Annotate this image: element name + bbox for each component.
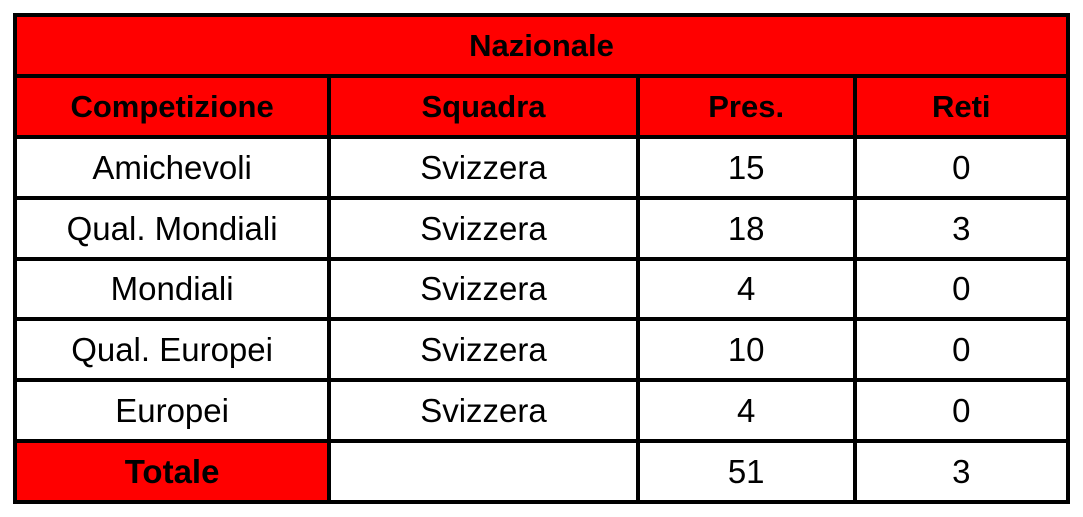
cell-reti: 3 — [856, 199, 1066, 257]
total-pres: 51 — [639, 443, 853, 500]
table-row: Europei Svizzera 4 0 — [17, 382, 1066, 440]
cell-squadra: Svizzera — [331, 321, 636, 379]
column-header-squadra: Squadra — [331, 77, 636, 135]
table-row: Qual. Mondiali Svizzera 18 3 — [17, 199, 1066, 257]
table-title-row: Nazionale — [17, 17, 1066, 74]
column-header-reti: Reti — [856, 77, 1066, 135]
total-reti: 3 — [856, 443, 1066, 500]
cell-squadra: Svizzera — [331, 260, 636, 318]
cell-competizione: Qual. Europei — [17, 321, 328, 379]
cell-reti: 0 — [856, 382, 1066, 440]
national-team-stats-table: Nazionale Competizione Squadra Pres. Ret… — [13, 13, 1070, 504]
cell-pres: 4 — [639, 260, 853, 318]
cell-squadra: Svizzera — [331, 138, 636, 196]
table-title: Nazionale — [17, 17, 1066, 74]
cell-competizione: Qual. Mondiali — [17, 199, 328, 257]
column-header-competizione: Competizione — [17, 77, 328, 135]
cell-pres: 10 — [639, 321, 853, 379]
total-row: Totale 51 3 — [17, 443, 1066, 500]
cell-squadra: Svizzera — [331, 199, 636, 257]
cell-competizione: Europei — [17, 382, 328, 440]
total-squadra — [331, 443, 636, 500]
table-header-row: Competizione Squadra Pres. Reti — [17, 77, 1066, 135]
table-row: Amichevoli Svizzera 15 0 — [17, 138, 1066, 196]
cell-reti: 0 — [856, 321, 1066, 379]
cell-competizione: Mondiali — [17, 260, 328, 318]
cell-pres: 4 — [639, 382, 853, 440]
total-label: Totale — [17, 443, 328, 500]
table-row: Qual. Europei Svizzera 10 0 — [17, 321, 1066, 379]
cell-squadra: Svizzera — [331, 382, 636, 440]
table-row: Mondiali Svizzera 4 0 — [17, 260, 1066, 318]
cell-pres: 15 — [639, 138, 853, 196]
column-header-pres: Pres. — [639, 77, 853, 135]
cell-reti: 0 — [856, 260, 1066, 318]
cell-pres: 18 — [639, 199, 853, 257]
stats-table-container: Nazionale Competizione Squadra Pres. Ret… — [13, 13, 1070, 504]
cell-reti: 0 — [856, 138, 1066, 196]
cell-competizione: Amichevoli — [17, 138, 328, 196]
